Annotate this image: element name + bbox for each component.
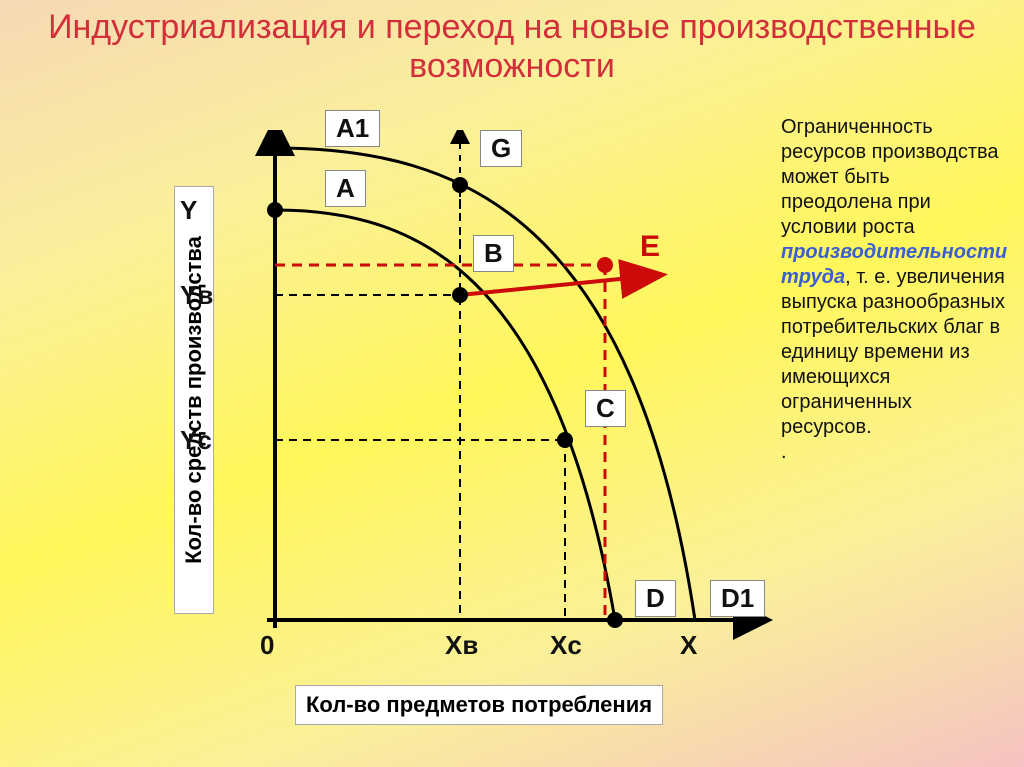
y-axis-label-box: Кол-во средств производства — [174, 186, 214, 614]
side-paragraph: Ограниченность ресурсов производства мож… — [781, 115, 1006, 465]
point-label: D — [635, 580, 676, 617]
point-label: D1 — [710, 580, 765, 617]
point-label: C — [585, 390, 626, 427]
point-label: B — [473, 235, 514, 272]
point-label-e: E — [640, 230, 660, 264]
point-label: G — [480, 130, 522, 167]
y-tick: Yв — [180, 280, 213, 311]
x-tick: Xс — [550, 630, 582, 661]
y-tick: Yс — [180, 425, 212, 456]
x-tick: 0 — [260, 630, 274, 661]
point-label: A1 — [325, 110, 380, 147]
point-label: A — [325, 170, 366, 207]
slide-title: Индустриализация и переход на новые прои… — [0, 8, 1024, 86]
x-tick: X — [680, 630, 697, 661]
y-tick: Y — [180, 195, 197, 226]
x-tick: Xв — [445, 630, 478, 661]
slide-background: Индустриализация и переход на новые прои… — [0, 0, 1024, 767]
